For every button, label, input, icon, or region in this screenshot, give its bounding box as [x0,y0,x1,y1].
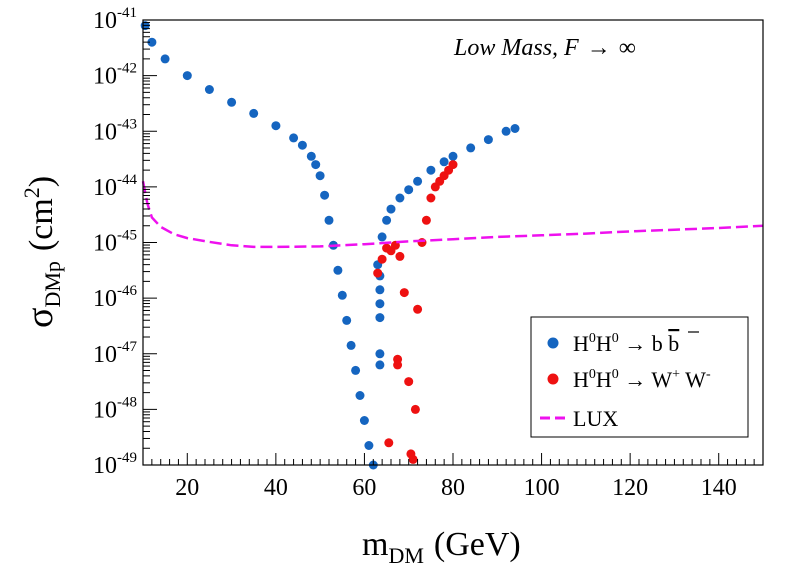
data-point [448,160,458,170]
data-point [227,97,237,107]
x-tick-label: 20 [175,475,199,501]
data-point [359,416,369,425]
y-tick-labels: 10-41 10-42 10-43 10-44 10-45 10-46 10-47 10-48… [93,5,137,479]
data-point [324,215,334,225]
data-point [426,193,436,203]
data-point [501,126,511,136]
x-tick-label: 100 [524,475,560,501]
y-tick-label: 10-44 [93,172,137,201]
y-tick-label: 10-46 [93,283,137,312]
axis-ticks [142,19,764,466]
data-point [439,157,449,167]
data-point [375,285,385,295]
x-tick-labels: 20 40 60 80 100 120 140 [175,475,736,501]
y-tick-label: 10-45 [93,228,137,257]
data-point [395,251,405,261]
series-5 [141,181,764,249]
x-axis-title: mDM (GeV) [362,526,521,567]
legend-label-bb: H0H0 → b b [573,331,679,356]
data-point [375,299,385,309]
plot-area [140,21,764,470]
data-point [510,124,520,133]
data-point [364,441,374,450]
legend-label-ww: H0H0 → W+ W- [573,367,711,392]
legend-box [530,316,749,438]
x-tick-label: 60 [352,475,376,501]
data-point [408,454,418,464]
y-tick-label: 10-49 [93,450,137,479]
x-tick-label: 80 [441,475,465,501]
x-tick-label: 140 [701,475,737,501]
data-point [373,268,383,278]
data-point [377,254,387,264]
x-tick-label: 40 [264,475,288,501]
data-point [160,54,170,64]
x-tick-label: 120 [612,475,648,501]
annotation-text: Low Mass, F → ∞ [453,35,636,61]
data-point [271,121,281,131]
series-0 [140,21,378,470]
lux-line [141,181,764,249]
series-4 [384,354,403,448]
data-point [413,176,423,186]
data-point [393,360,403,370]
data-point [448,151,458,161]
data-point [384,438,394,448]
data-point [386,204,396,214]
data-point [404,377,414,387]
y-tick-label: 10-48 [93,394,137,423]
data-point [355,391,365,400]
data-point [342,315,352,325]
data-point [377,232,387,242]
data-point [399,288,409,298]
series-2 [375,271,385,370]
data-point [375,313,385,323]
data-point [483,135,493,145]
y-tick-label: 10-47 [93,339,137,368]
series-1 [373,124,520,270]
legend-label-lux: LUX [573,406,618,431]
data-point [337,290,347,300]
data-point [204,85,214,94]
series-3 [373,160,458,464]
y-tick-label: 10-43 [93,116,137,145]
data-point [311,160,321,170]
data-point [289,133,299,143]
data-point [249,108,259,118]
data-point [375,349,385,359]
data-point [426,165,436,175]
data-point [147,37,157,47]
y-axis-title: σDMp(cm2) [19,176,65,328]
data-point [320,190,330,200]
data-point [182,71,192,81]
data-point [466,143,476,153]
legend-marker-ww [547,373,559,385]
data-point [395,193,405,203]
y-tick-label: 10-42 [93,61,137,90]
data-point [346,340,356,350]
data-point [333,265,343,275]
legend: H0H0 → b b H0H0 → W+ W- LUX [530,316,749,438]
data-point [382,215,392,225]
data-point [421,215,431,225]
y-tick-label: 10-41 [93,5,137,34]
data-point [404,185,414,195]
data-point [375,360,385,370]
data-point [410,404,420,414]
data-point [315,171,325,181]
data-point [413,304,423,314]
data-point [297,140,307,150]
data-point [306,151,316,161]
data-point [351,365,361,375]
legend-marker-bb [547,337,559,349]
